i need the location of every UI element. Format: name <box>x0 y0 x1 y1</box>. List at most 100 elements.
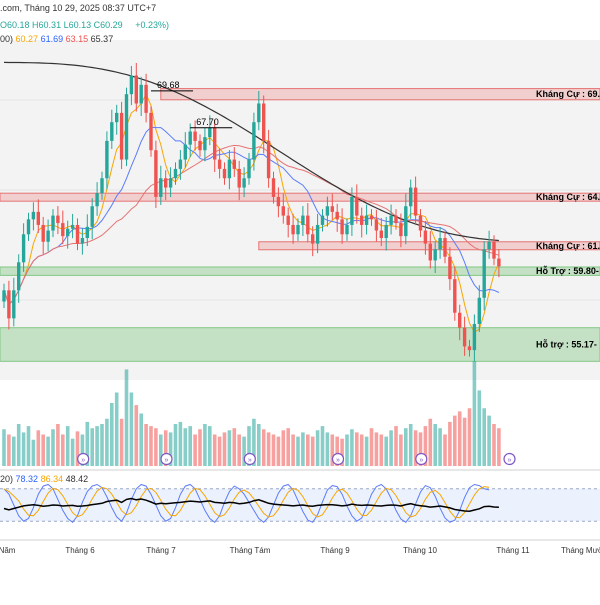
volume-bar <box>129 392 134 466</box>
volume-bar <box>433 424 437 466</box>
annotation-label: 69.68 <box>157 80 180 90</box>
candle-body <box>115 112 119 123</box>
volume-bar <box>453 415 457 466</box>
ohlc-high: H60.31 <box>32 20 62 30</box>
candle-body <box>477 297 481 324</box>
candle-body <box>139 84 143 104</box>
candle-body <box>149 112 153 151</box>
candle-body <box>203 137 207 151</box>
candle-body <box>110 122 114 141</box>
event-marker-icon <box>331 452 345 466</box>
candle-body <box>345 224 349 235</box>
candle-body <box>183 144 187 160</box>
candle-body <box>217 159 222 169</box>
candle-body <box>198 140 202 151</box>
candle-body <box>315 224 320 244</box>
volume-bar <box>276 436 281 466</box>
candle-body <box>257 103 261 123</box>
candle-body <box>193 131 197 141</box>
candle-body <box>46 230 50 242</box>
volume-bar <box>423 426 428 466</box>
candle-body <box>492 241 496 259</box>
candle-body <box>178 159 183 169</box>
candle-body <box>360 215 364 225</box>
volume-bar <box>286 428 290 466</box>
volume-bar <box>413 430 418 466</box>
volume-bar <box>198 429 202 466</box>
volume-bar <box>119 418 124 466</box>
candle-body <box>213 127 217 160</box>
candle-body <box>2 290 6 302</box>
candle-body <box>80 238 85 244</box>
volume-bar <box>359 434 364 466</box>
ma-line: 00) 60.27 61.69 63.15 65.37 <box>0 34 113 44</box>
stoch-d-line <box>3 486 490 519</box>
candle-body <box>252 122 256 160</box>
volume-bar <box>257 424 261 466</box>
volume-bar <box>21 432 26 466</box>
candle-body <box>56 215 60 224</box>
zone-label: Hỗ trợ : 55.17- <box>536 340 597 350</box>
month-tick-label: Tháng 9 <box>320 546 350 555</box>
candle-body <box>384 224 388 239</box>
candle-body <box>21 234 26 263</box>
volume-bar <box>159 434 163 466</box>
candle-body <box>418 215 423 231</box>
candle-body <box>188 131 192 145</box>
volume-bar <box>350 429 354 466</box>
price-background <box>0 40 600 380</box>
volume-bar <box>90 428 94 466</box>
candle-body <box>237 168 241 188</box>
candle-body <box>17 262 21 291</box>
candle-body <box>291 224 295 235</box>
volume-bar <box>374 432 379 466</box>
source-text: .com, Tháng 10 29, 2025 08:37 UTC+7 <box>0 3 157 13</box>
ohlc-change: +0.23%) <box>135 20 169 30</box>
candle-body <box>350 196 354 225</box>
volume-bar <box>443 434 447 466</box>
candle-body <box>134 75 138 104</box>
volume-bar <box>482 408 486 466</box>
candle-body <box>462 327 467 347</box>
candle-body <box>335 211 339 220</box>
source-line: .com, Tháng 10 29, 2025 08:37 UTC+7 <box>0 3 156 13</box>
volume-bar <box>355 432 359 466</box>
volume-bar <box>46 436 50 466</box>
volume-bar <box>394 426 398 466</box>
zone-label: Kháng Cự : 69.66 <box>536 89 600 99</box>
volume-bar <box>168 432 173 466</box>
candle-body <box>266 140 271 179</box>
candle-body <box>311 234 315 244</box>
month-tick-label: Năm <box>0 546 16 555</box>
volume-bar <box>139 413 143 466</box>
candle-body <box>51 215 55 231</box>
candle-body <box>399 223 403 237</box>
volume-bar <box>247 426 251 466</box>
volume-bar <box>51 429 55 466</box>
support-zone <box>0 327 600 362</box>
ma-line-slow <box>3 144 500 306</box>
candle-body <box>487 241 491 250</box>
volume-bar <box>345 434 349 466</box>
candle-body <box>369 215 374 220</box>
candle-body <box>394 215 398 224</box>
volume-bar <box>188 426 192 466</box>
candle-body <box>75 224 80 244</box>
volume-bar <box>472 361 477 466</box>
candle-body <box>70 224 75 229</box>
candle-body <box>124 94 129 160</box>
volume-bar <box>12 436 16 466</box>
volume-bar <box>193 434 197 466</box>
volume-bar <box>389 430 393 466</box>
candle-body <box>453 279 457 313</box>
candle-body <box>95 193 99 207</box>
volume-bar <box>448 421 452 466</box>
volume-bar <box>237 434 241 466</box>
event-marker-icon <box>77 452 90 466</box>
event-marker-glyph: » <box>336 457 340 464</box>
volume-bar <box>291 434 295 466</box>
volume-bar <box>418 432 423 466</box>
volume-bar <box>134 405 139 466</box>
volume-bar <box>217 436 222 466</box>
ma-value-3: 63.15 <box>65 34 89 44</box>
